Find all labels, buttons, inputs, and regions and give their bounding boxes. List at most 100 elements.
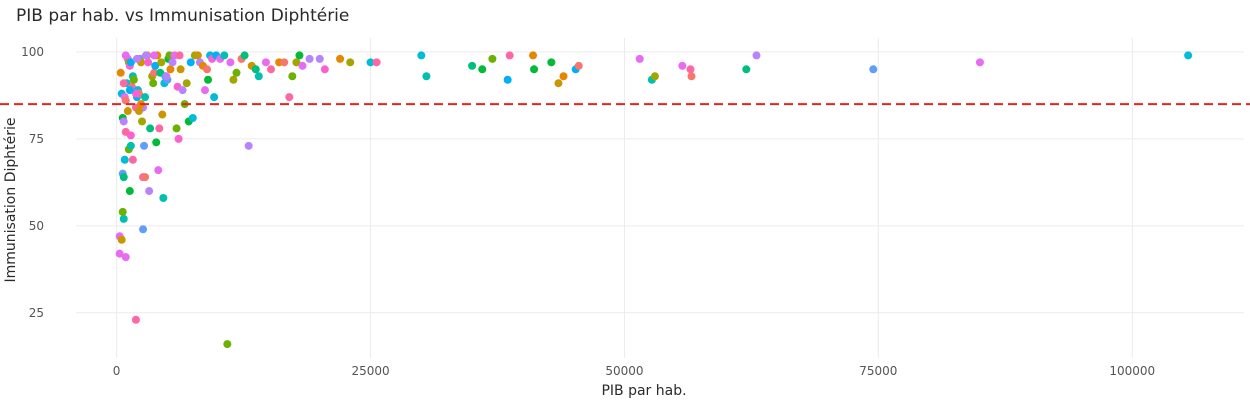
- data-point: [686, 65, 695, 74]
- data-point: [149, 79, 158, 88]
- data-point: [417, 51, 426, 60]
- data-point: [267, 65, 276, 74]
- data-point: [650, 72, 659, 81]
- data-point: [155, 124, 164, 133]
- x-axis-title: PIB par hab.: [601, 383, 686, 399]
- data-point: [118, 207, 127, 216]
- data-point: [547, 58, 556, 67]
- y-axis-title: Immunisation Diphtérie: [3, 118, 19, 283]
- data-point: [305, 54, 314, 63]
- data-point: [162, 72, 171, 81]
- data-point: [168, 58, 177, 67]
- data-point: [505, 51, 514, 60]
- data-point: [128, 155, 137, 164]
- data-point: [366, 58, 375, 67]
- data-point: [119, 214, 128, 223]
- data-point: [210, 93, 219, 102]
- data-point: [126, 141, 135, 150]
- data-point: [142, 51, 151, 60]
- data-point: [157, 58, 166, 67]
- data-point: [152, 138, 161, 147]
- data-point: [154, 166, 163, 175]
- data-point: [529, 51, 538, 60]
- y-tick-label: 25: [29, 306, 44, 320]
- data-point: [240, 51, 249, 60]
- data-point: [138, 117, 147, 126]
- data-point: [182, 79, 191, 88]
- data-point: [468, 61, 477, 70]
- data-point: [141, 173, 150, 182]
- y-tick-label: 100: [21, 45, 44, 59]
- data-point: [172, 124, 181, 133]
- data-point: [131, 315, 140, 324]
- data-point: [121, 96, 130, 105]
- data-point: [422, 72, 431, 81]
- x-tick-label: 75000: [859, 364, 897, 378]
- data-point: [298, 61, 307, 70]
- data-point: [121, 51, 130, 60]
- data-point: [869, 65, 878, 74]
- data-point: [145, 187, 154, 196]
- data-point: [295, 51, 304, 60]
- data-point: [176, 65, 185, 74]
- data-point: [488, 54, 497, 63]
- data-point: [129, 75, 138, 84]
- data-point: [178, 86, 187, 95]
- data-point: [159, 194, 168, 202]
- data-point: [232, 68, 241, 77]
- data-point: [288, 72, 297, 81]
- data-point: [174, 134, 183, 143]
- data-point: [150, 51, 159, 60]
- data-point: [131, 89, 140, 98]
- data-point: [146, 124, 155, 133]
- data-point: [132, 54, 141, 63]
- data-point: [166, 65, 175, 74]
- data-point: [554, 79, 563, 88]
- data-point: [188, 114, 197, 122]
- data-point: [346, 58, 355, 67]
- data-point: [1184, 51, 1193, 60]
- x-tick-labels: 0 25000 50000 75000 100000: [113, 364, 1155, 378]
- data-point: [121, 127, 130, 136]
- data-point: [678, 61, 687, 70]
- data-point: [175, 51, 184, 60]
- x-tick-label: 25000: [351, 364, 389, 378]
- data-point: [975, 58, 984, 67]
- data-point: [261, 58, 270, 67]
- data-point: [186, 58, 195, 67]
- data-point: [119, 79, 128, 88]
- data-point: [320, 65, 329, 74]
- data-point: [752, 51, 761, 60]
- data-point: [254, 72, 263, 81]
- data-point: [126, 58, 135, 67]
- data-point: [226, 58, 235, 67]
- y-tick-label: 50: [29, 219, 44, 233]
- data-point: [372, 58, 381, 67]
- data-point: [742, 65, 751, 74]
- grid-lines: [76, 38, 1244, 358]
- data-point: [144, 58, 153, 67]
- x-tick-label: 0: [113, 364, 121, 378]
- data-point: [151, 61, 160, 70]
- data-point: [115, 249, 124, 258]
- data-point: [134, 107, 143, 116]
- data-point: [119, 173, 128, 182]
- data-point: [635, 54, 644, 63]
- data-point: [140, 141, 149, 150]
- data-point: [139, 225, 148, 234]
- data-point: [574, 61, 583, 70]
- data-point: [229, 75, 238, 84]
- data-point: [141, 93, 150, 102]
- x-tick-label: 50000: [605, 364, 643, 378]
- data-point: [193, 51, 202, 60]
- data-point: [203, 65, 212, 74]
- x-tick-label: 100000: [1109, 364, 1155, 378]
- data-point: [125, 86, 134, 95]
- y-tick-labels: 25 50 75 100: [21, 45, 44, 320]
- data-point: [158, 110, 167, 119]
- data-point: [220, 51, 229, 60]
- data-point: [125, 187, 134, 196]
- data-point: [120, 155, 129, 164]
- data-point: [121, 253, 130, 262]
